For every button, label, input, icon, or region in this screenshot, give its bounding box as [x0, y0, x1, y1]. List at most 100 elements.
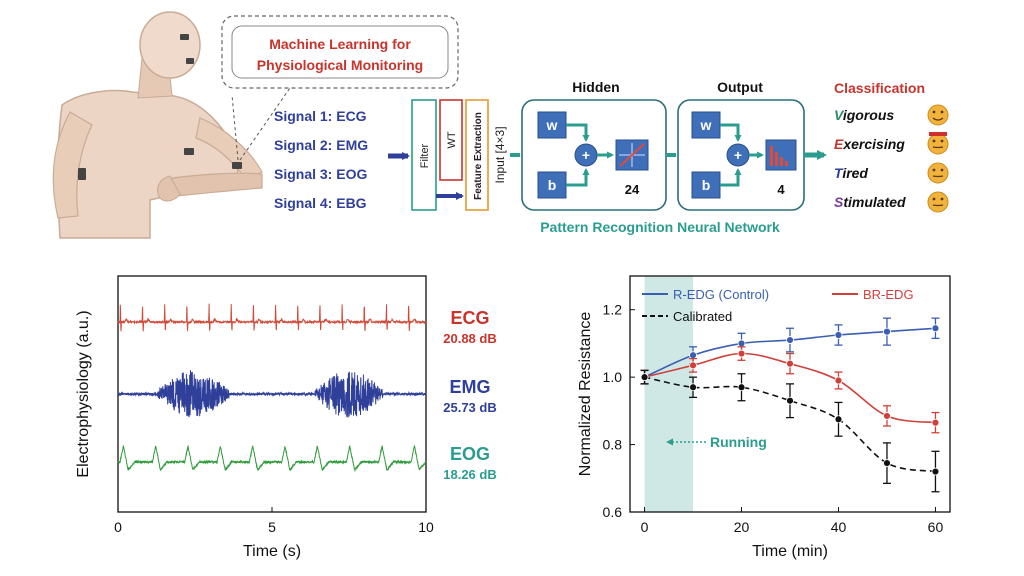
output-layer: Output w b + 4 [677, 79, 805, 211]
title-line-2: Physiological Monitoring [257, 57, 423, 73]
signals-chart: Electrophysiology (a.u.) Time (s) 0 5 10 E… [75, 275, 497, 560]
emoji-face-icon-1 [927, 132, 949, 155]
hidden-title: Hidden [572, 79, 619, 95]
emg-snr: 25.73 dB [443, 400, 496, 415]
signals-xtick-label-2: 10 [418, 519, 434, 535]
class-rest-0: igorous [843, 107, 895, 123]
data-point-0-4 [834, 331, 843, 339]
wt-label: WT [446, 131, 458, 148]
signal-2-label: Signal 2: EMG [274, 137, 368, 153]
filter-label: Filter [419, 143, 431, 168]
classification: Classification Vigorous Exercising Tired St… [834, 80, 949, 213]
class-label-3: Stimulated [834, 194, 906, 210]
hand [157, 175, 181, 202]
title-line-1: Machine Learning for [269, 36, 411, 52]
feature-label: Feature Extraction [473, 112, 484, 200]
processing-stages: Filter WT Feature Extraction Input [4×3] [411, 99, 507, 211]
signal-3-label: Signal 3: EOG [274, 166, 367, 182]
emg-trace [117, 370, 427, 418]
input-label: Input [4×3] [493, 126, 507, 183]
hidden-plus-symbol: + [582, 147, 590, 163]
emoji-face-icon-3 [927, 191, 949, 213]
hidden-weight-box [537, 111, 567, 139]
filter-box [411, 99, 437, 211]
data-point-0-3 [786, 336, 794, 344]
eog-sensor [180, 34, 189, 40]
ecg-trace [117, 303, 427, 332]
ecg-snr: 20.88 dB [443, 331, 496, 346]
data-point-1-2 [737, 349, 746, 358]
eog-trace [117, 444, 427, 473]
running-label: Running [710, 434, 767, 450]
signal-1-label: Signal 1: ECG [274, 108, 367, 124]
hidden-count: 24 [625, 182, 640, 197]
res-xtick-label-0: 0 [641, 519, 649, 535]
data-point-0-5 [883, 327, 891, 336]
network-label: Pattern Recognition Neural Network [540, 219, 780, 235]
class-label-2: Tired [834, 165, 868, 181]
hidden-weight-symbol: w [546, 117, 558, 133]
legend-label-br: BR-EDG [863, 287, 914, 302]
signals-ylabel: Electrophysiology (a.u.) [75, 310, 92, 477]
signals-xlabel: Time (s) [243, 543, 301, 560]
feature-box [465, 99, 489, 211]
output-count: 4 [777, 182, 785, 197]
output-bias-symbol: b [702, 177, 711, 193]
forearm [171, 172, 263, 197]
hidden-layer: Hidden w b + 24 [510, 79, 667, 211]
resistance-chart: 0 20 40 60 0.6 0.8 1.0 1.2 Normalized Resistanc… [577, 275, 951, 560]
res-xtick-label-2: 40 [831, 519, 847, 535]
class-initial-0: V [834, 107, 845, 123]
data-point-2-0 [640, 373, 649, 382]
data-point-1-5 [883, 412, 891, 420]
emoji-face-icon-2 [927, 162, 949, 184]
class-rest-3: timulated [843, 194, 906, 210]
emoji-face-icon-0 [927, 104, 949, 126]
output-weight-box [691, 111, 721, 139]
data-point-2-6 [931, 467, 940, 476]
class-label-0: Vigorous [834, 107, 894, 123]
class-rest-1: xercising [842, 136, 905, 152]
data-point-0-2 [737, 339, 746, 348]
head [139, 11, 201, 79]
data-point-2-3 [786, 396, 794, 405]
data-point-2-5 [883, 459, 891, 468]
data-point-2-1 [689, 383, 697, 392]
data-point-2-2 [737, 383, 746, 392]
data-point-0-1 [689, 351, 697, 360]
res-ytick-label-1: 0.8 [603, 437, 623, 453]
legend: R-EDG (Control) BR-EDG Calibrated [642, 287, 914, 324]
classification-title: Classification [834, 80, 925, 96]
eog-snr: 18.26 dB [443, 467, 496, 482]
res-ytick-label-3: 1.2 [603, 302, 623, 318]
arm-sensor [78, 168, 86, 180]
ecg-sensor [184, 148, 194, 155]
emg-sensor [232, 162, 242, 169]
legend-label-control: R-EDG (Control) [673, 287, 769, 302]
res-xtick-label-1: 20 [734, 519, 750, 535]
class-initial-3: S [834, 194, 844, 210]
eog-label: EOG [450, 444, 490, 464]
res-xtick-label-3: 60 [928, 519, 944, 535]
signals-xtick-label-0: 0 [114, 519, 122, 535]
output-title: Output [717, 79, 763, 95]
data-point-0-6 [931, 324, 940, 333]
data-point-1-3 [786, 359, 794, 368]
hidden-bias-box [537, 171, 567, 199]
hidden-bias-symbol: b [548, 177, 557, 193]
ecg-label: ECG [450, 308, 489, 328]
torso [56, 89, 239, 239]
legend-label-calibrated: Calibrated [673, 309, 732, 324]
title-callout: Machine Learning for Physiological Monit… [221, 15, 459, 89]
output-weight-symbol: w [700, 117, 712, 133]
data-point-1-6 [931, 418, 940, 427]
resistance-ylabel: Normalized Resistance [577, 312, 594, 477]
signals-xtick-label-1: 5 [268, 519, 276, 535]
resistance-plot-frame [629, 275, 951, 513]
resistance-xlabel: Time (min) [752, 543, 828, 560]
left-arm [52, 111, 93, 219]
class-label-1: Exercising [834, 136, 905, 152]
res-ytick-label-2: 1.0 [603, 369, 623, 385]
emg-label: EMG [449, 377, 490, 397]
